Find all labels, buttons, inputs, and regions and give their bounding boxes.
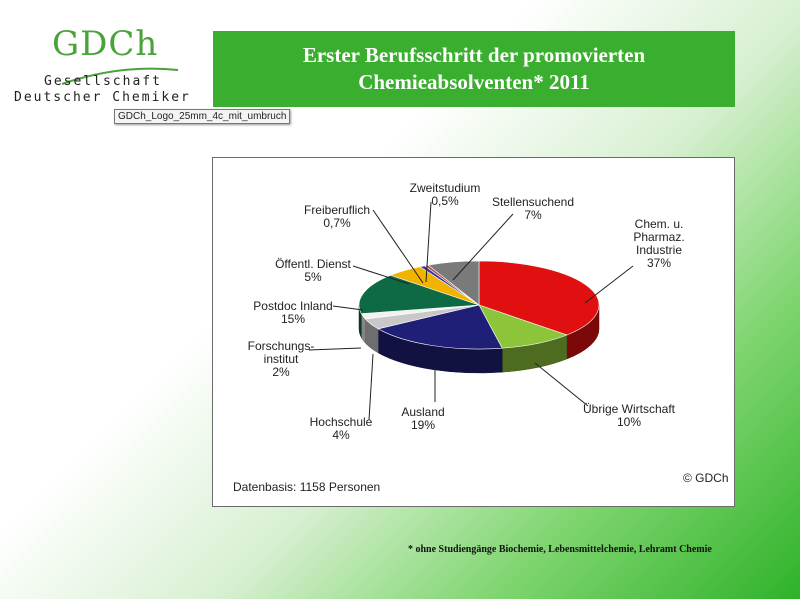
logo-wordmark: GDCh <box>52 24 159 64</box>
copyright-note: © GDCh <box>683 471 729 485</box>
chart-frame: Chem. u. Pharmaz. Industrie 37% Übrige Wirts… <box>212 157 735 507</box>
leader-line-hochschule <box>368 353 374 421</box>
slide-title: Erster Berufsschritt der promovierten Ch… <box>213 31 735 107</box>
slice-label-ffentl-dienst: Öffentl. Dienst 5% <box>275 257 351 284</box>
slide-title-line1: Erster Berufsschritt der promovierten <box>302 43 646 67</box>
leader-line-ffentl-dienst <box>352 265 410 285</box>
pie-slice-brige-wirtschaft <box>478 304 568 349</box>
logo-filename-tooltip: GDCh_Logo_25mm_4c_mit_umbruch <box>114 109 291 124</box>
logo-arc-icon <box>61 67 179 85</box>
leader-line-freiberuflich <box>372 209 424 284</box>
slice-label-brige-wirtschaft: Übrige Wirtschaft 10% <box>583 402 676 429</box>
pie-slices <box>358 260 600 350</box>
data-basis-note: Datenbasis: 1158 Personen <box>233 480 380 494</box>
leader-line-brige-wirtschaft <box>534 362 589 407</box>
pie-slice-chem-u-pharmaz-industrie <box>478 260 600 336</box>
slide-title-line2: Chemieabsolventen* 2011 <box>358 70 590 94</box>
slice-label-forschungsinstitut: Forschungs-institut 2% <box>248 339 315 379</box>
slice-label-postdoc-inland: Postdoc Inland 15% <box>253 299 332 326</box>
slice-label-zweitstudium: Zweitstudium 0,5% <box>410 181 481 208</box>
slice-label-ausland: Ausland 19% <box>401 405 444 432</box>
slice-label-hochschule: Hochschule 4% <box>310 415 373 442</box>
slice-labels: Chem. u. Pharmaz. Industrie 37% Übrige Wirts… <box>248 181 685 442</box>
leader-line-chem-u-pharmaz-industrie <box>584 265 634 304</box>
slice-label-chem-u-pharmaz-industrie: Chem. u. Pharmaz. Industrie 37% <box>633 217 684 270</box>
pie-slice-stellensuchend <box>427 260 480 306</box>
slice-label-freiberuflich: Freiberuflich 0,7% <box>304 203 370 230</box>
leader-line-postdoc-inland <box>332 305 364 311</box>
pie-chart: Chem. u. Pharmaz. Industrie 37% Übrige Wirts… <box>233 181 729 494</box>
gdch-logo: GDCh <box>18 22 179 106</box>
pie-slice-ausland <box>377 304 503 350</box>
slice-label-stellensuchend: Stellensuchend 7% <box>492 195 574 222</box>
leader-line-zweitstudium <box>425 201 432 283</box>
logo-org-line1: Gesellschaft <box>44 74 162 89</box>
logo-org-line2: Deutscher Chemiker <box>14 90 191 105</box>
leader-line-stellensuchend <box>452 213 514 281</box>
leader-line-forschungsinstitut <box>308 347 362 351</box>
leader-lines <box>308 201 634 421</box>
pie-slice-postdoc-inland <box>358 274 480 314</box>
footnote: * ohne Studiengänge Biochemie, Lebensmit… <box>408 544 712 555</box>
pie-sides <box>358 304 600 374</box>
